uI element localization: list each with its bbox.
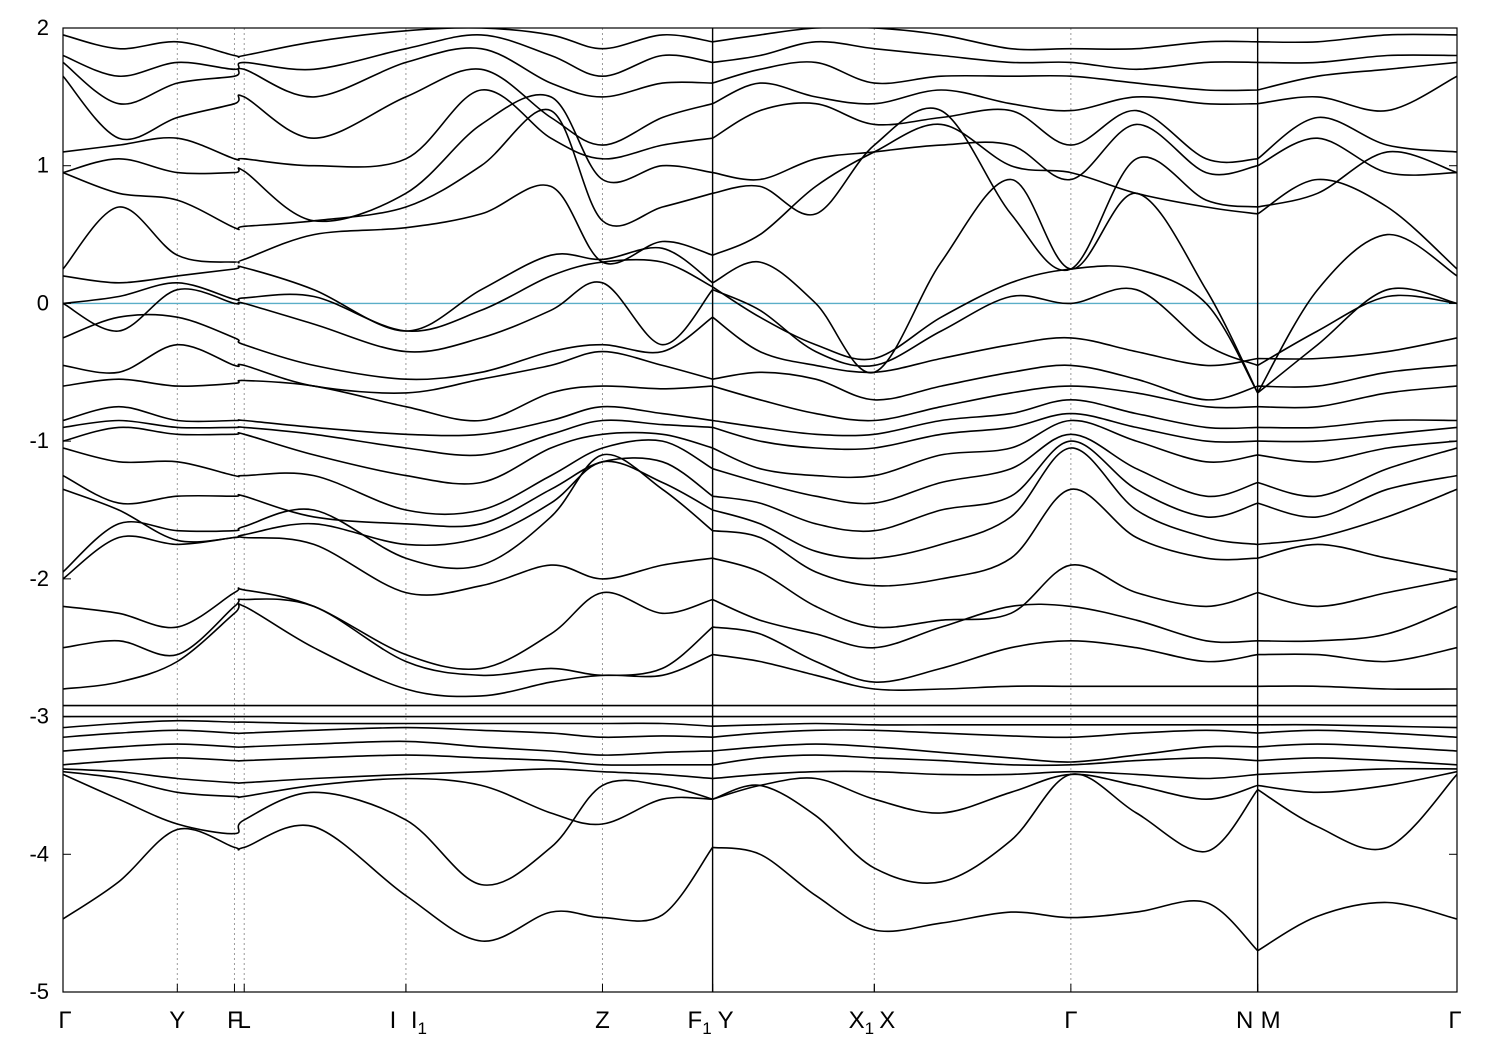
x-tick-label-1: Y	[169, 1007, 185, 1034]
band-14	[63, 535, 1457, 629]
y-tick-label-5: -3	[29, 704, 49, 729]
y-tick-label-1: 1	[37, 153, 49, 178]
band-32	[63, 68, 1457, 146]
y-tick-label-2: 0	[37, 290, 49, 315]
plot-frame	[62, 27, 1458, 993]
x-axis-labels: Γ Y FL I I1 Z F1 Y X1 X Γ N M Γ	[58, 984, 1462, 1038]
y-tick-label-7: -5	[29, 979, 49, 1004]
band-3	[63, 770, 1457, 826]
band-35	[63, 28, 1457, 58]
band-21	[63, 398, 1457, 437]
x-tick-label-12: N	[1236, 1007, 1253, 1034]
x-tick-label-14: Γ	[1448, 1007, 1461, 1034]
band-29	[63, 107, 1457, 272]
band-34	[63, 34, 1457, 78]
band-19	[63, 419, 1457, 485]
band-11	[63, 602, 1457, 698]
band-27	[63, 178, 1457, 394]
band-15	[63, 453, 1457, 587]
x-tick-label-6: Z	[595, 1007, 610, 1034]
band-33	[63, 47, 1457, 105]
band-24	[63, 313, 1457, 381]
band-31	[63, 89, 1457, 168]
x-tick-label-3: L	[238, 1007, 251, 1034]
y-tick-label-6: -4	[29, 841, 49, 866]
y-axis-ticks: 2 1 0 -1 -2 -3 -4 -5	[29, 15, 1457, 1004]
x-tick-label-0: Γ	[58, 1007, 71, 1034]
band-17	[63, 440, 1457, 533]
band-4	[63, 767, 1457, 785]
x-tick-label-2: F	[227, 1007, 242, 1034]
band-8	[63, 719, 1457, 729]
x-tick-label-10: X	[879, 1007, 895, 1034]
x-tick-label-11: Γ	[1064, 1007, 1077, 1034]
band-2	[63, 773, 1457, 886]
x-tick-label-8: Y	[718, 1007, 734, 1034]
band-13	[63, 587, 1457, 671]
band-1	[63, 824, 1457, 952]
x-tick-label-5: I1	[411, 1007, 427, 1038]
x-tick-label-4: I	[390, 1007, 397, 1034]
segment-breaks	[711, 28, 1259, 992]
band-22	[63, 378, 1457, 422]
band-7	[63, 726, 1457, 739]
y-tick-label-3: -1	[29, 428, 49, 453]
band-23	[63, 343, 1457, 401]
band-18	[63, 433, 1457, 516]
band-curves	[63, 28, 1457, 952]
band-12	[63, 598, 1457, 683]
x-tick-label-9: X1	[849, 1007, 874, 1038]
band-30	[63, 93, 1457, 223]
x-tick-label-7: F1	[688, 1007, 712, 1038]
band-6	[63, 740, 1457, 763]
y-tick-label-0: 2	[37, 15, 49, 40]
band-20	[63, 412, 1457, 457]
x-tick-label-13: M	[1261, 1007, 1281, 1034]
y-tick-label-4: -2	[29, 566, 49, 591]
band-5	[63, 754, 1457, 767]
